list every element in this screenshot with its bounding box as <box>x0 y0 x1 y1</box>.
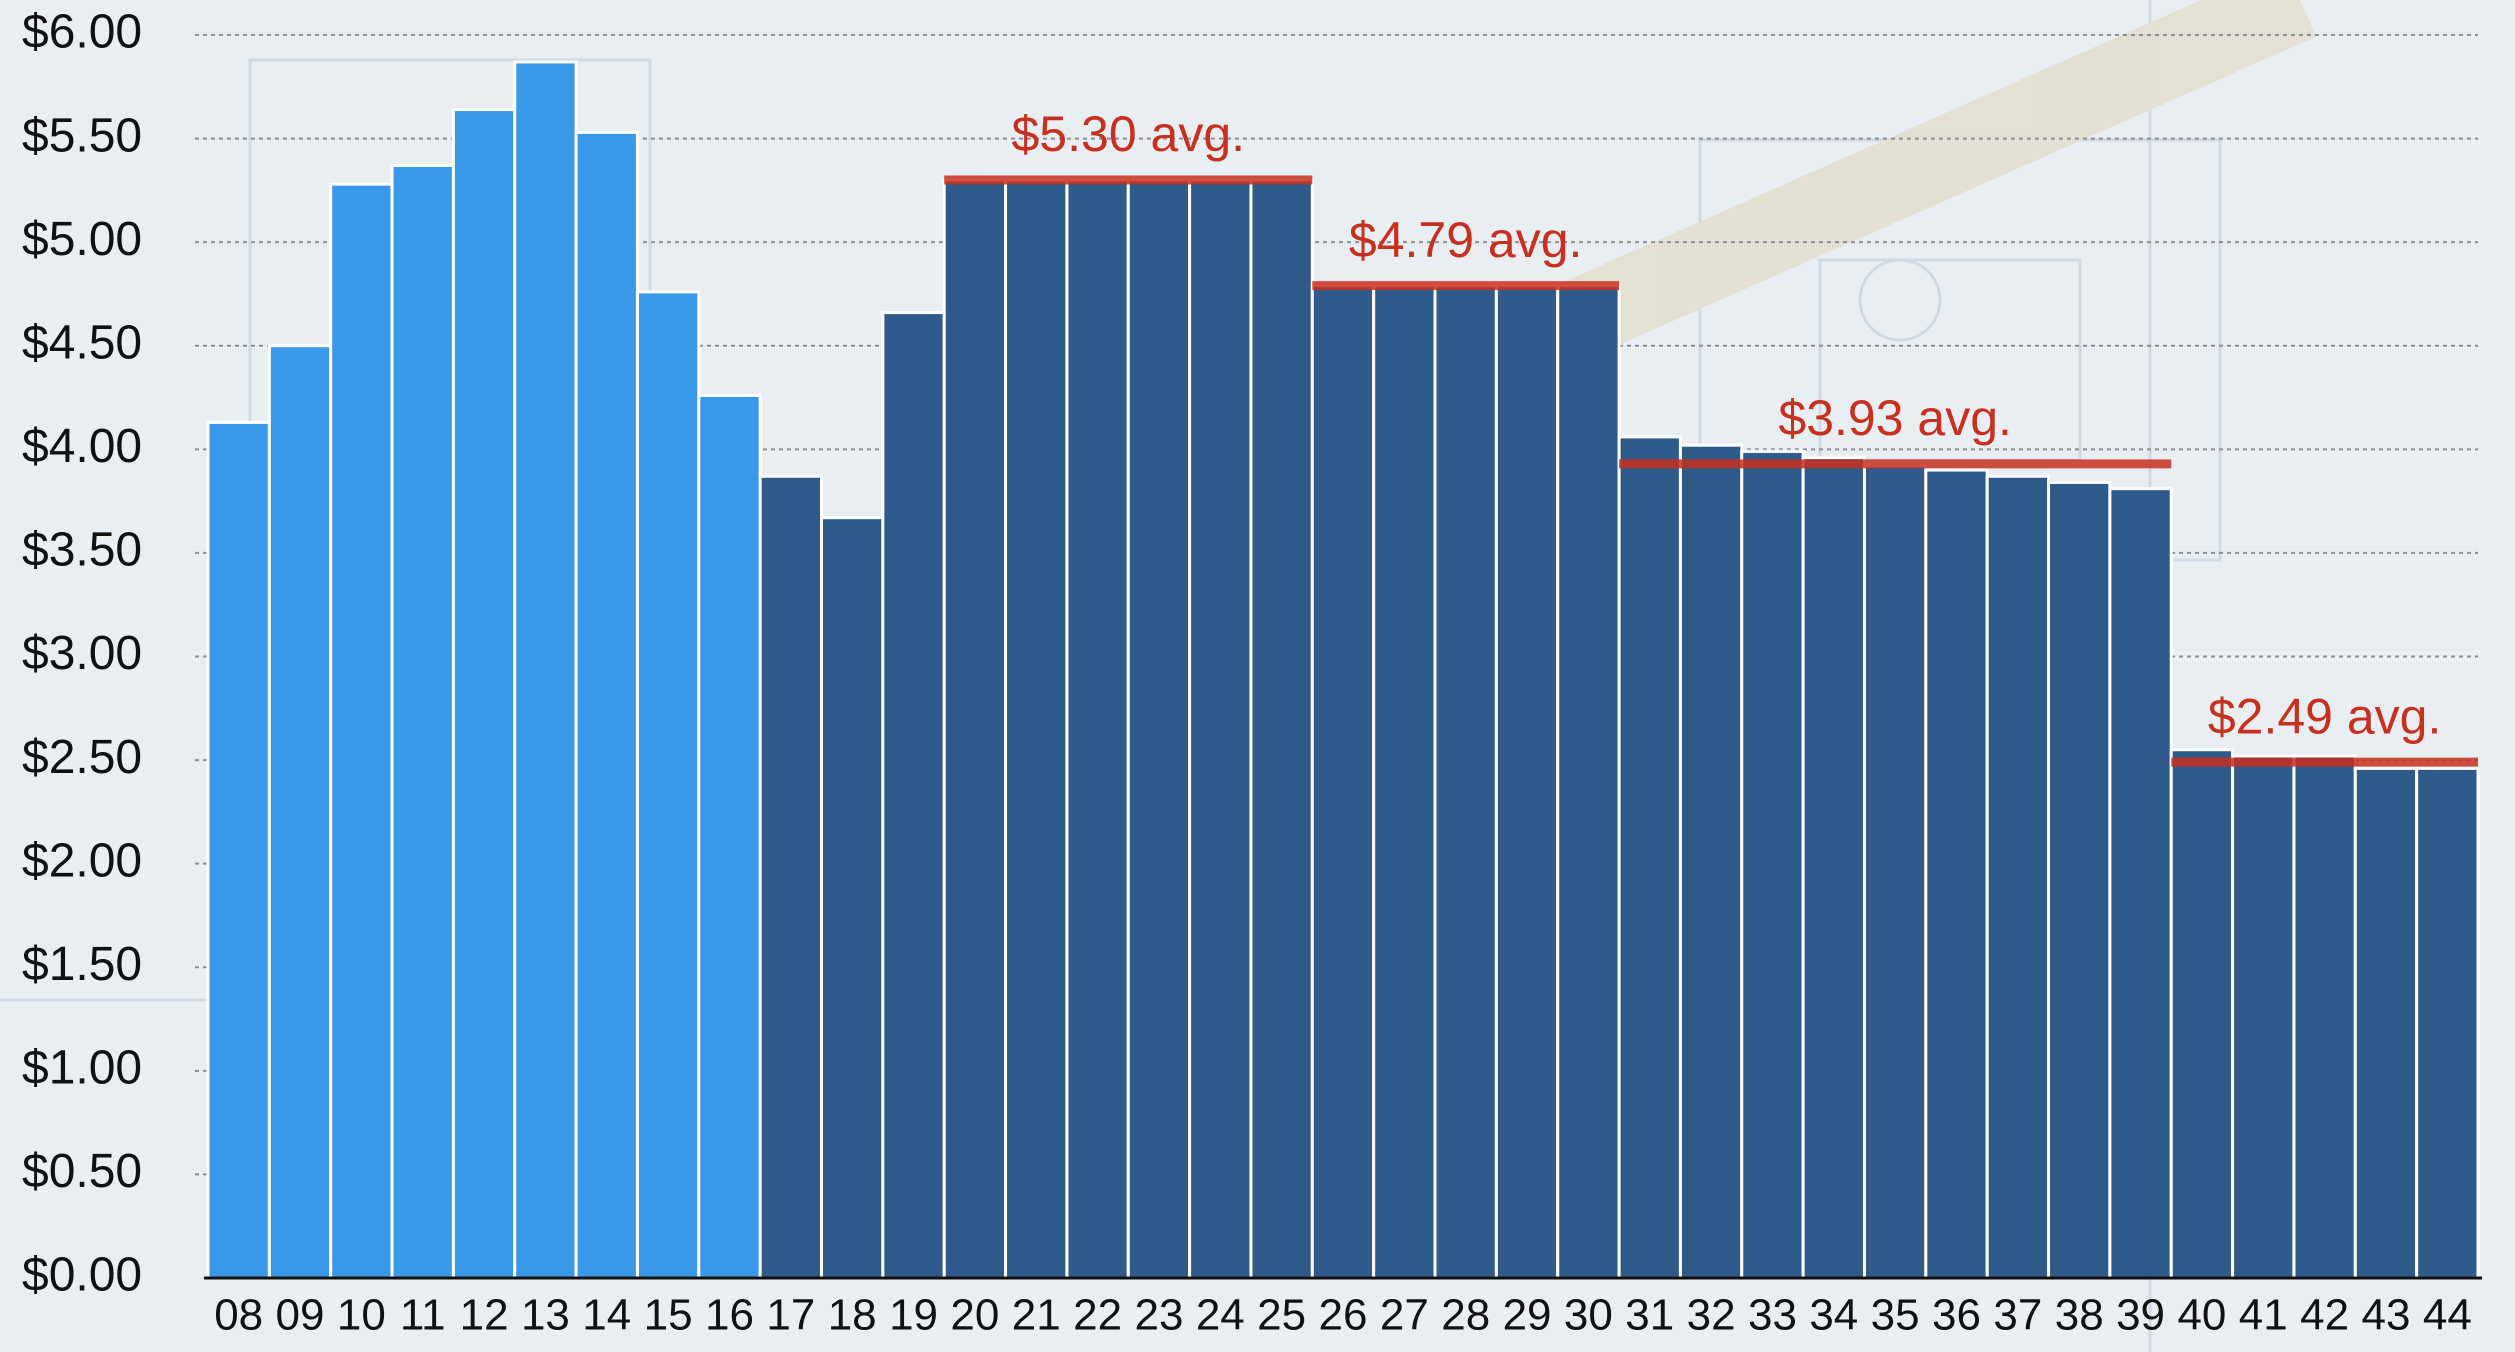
bar <box>1926 470 1987 1278</box>
x-tick-label: 44 <box>2423 1291 2472 1340</box>
bar <box>1251 180 1312 1278</box>
x-tick-label: 41 <box>2239 1291 2288 1340</box>
x-tick-label: 38 <box>2055 1291 2104 1340</box>
bar <box>576 132 637 1278</box>
x-tick-label: 09 <box>276 1291 325 1340</box>
x-tick-label: 32 <box>1687 1291 1736 1340</box>
y-tick-label: $4.00 <box>22 420 142 473</box>
x-tick-label: 23 <box>1134 1291 1183 1340</box>
y-tick-label: $1.50 <box>22 938 142 991</box>
average-label: $5.30 avg. <box>1012 106 1246 162</box>
x-tick-label: 25 <box>1257 1291 1306 1340</box>
bar <box>699 395 760 1278</box>
x-tick-label: 28 <box>1441 1291 1490 1340</box>
x-tick-label: 34 <box>1809 1291 1858 1340</box>
x-tick-label: 40 <box>2177 1291 2226 1340</box>
x-tick-label: 43 <box>2361 1291 2410 1340</box>
bar <box>1987 476 2048 1278</box>
x-tick-label: 30 <box>1564 1291 1613 1340</box>
bar <box>2171 750 2232 1278</box>
y-tick-label: $2.50 <box>22 731 142 784</box>
bar <box>2110 489 2171 1278</box>
x-tick-label: 21 <box>1012 1291 1061 1340</box>
x-tick-label: 37 <box>1993 1291 2042 1340</box>
x-tick-label: 08 <box>214 1291 263 1340</box>
average-label: $2.49 avg. <box>2208 688 2442 744</box>
bar <box>208 422 269 1278</box>
bar <box>1312 286 1373 1278</box>
bar <box>2355 768 2416 1278</box>
bar <box>1742 451 1803 1278</box>
y-tick-label: $1.00 <box>22 1042 142 1095</box>
bar <box>1435 286 1496 1278</box>
x-tick-label: 14 <box>582 1291 631 1340</box>
bar <box>2233 756 2294 1278</box>
bar <box>2417 768 2478 1278</box>
bar <box>1374 286 1435 1278</box>
x-tick-label: 17 <box>766 1291 815 1340</box>
bar <box>822 518 883 1278</box>
x-tick-label: 16 <box>705 1291 754 1340</box>
bar <box>392 166 453 1278</box>
bar <box>1680 445 1741 1278</box>
y-tick-label: $6.00 <box>22 6 142 59</box>
bar <box>1496 286 1557 1278</box>
x-tick-label: 27 <box>1380 1291 1429 1340</box>
bar <box>883 313 944 1278</box>
x-tick-label: 24 <box>1196 1291 1245 1340</box>
average-label: $4.79 avg. <box>1349 212 1583 268</box>
bar <box>1128 180 1189 1278</box>
y-tick-label: $0.50 <box>22 1145 142 1198</box>
bar <box>944 180 1005 1278</box>
bar <box>1803 458 1864 1278</box>
bar <box>1006 180 1067 1278</box>
y-tick-label: $3.50 <box>22 524 142 577</box>
bar <box>1619 437 1680 1278</box>
x-tick-label: 20 <box>950 1291 999 1340</box>
y-tick-label: $4.50 <box>22 316 142 369</box>
average-label: $3.93 avg. <box>1778 390 2012 446</box>
x-tick-label: 13 <box>521 1291 570 1340</box>
x-tick-label: 33 <box>1748 1291 1797 1340</box>
x-tick-label: 35 <box>1871 1291 1920 1340</box>
x-tick-label: 29 <box>1503 1291 1552 1340</box>
y-tick-label: $2.00 <box>22 834 142 887</box>
bar <box>515 62 576 1278</box>
y-tick-label: $3.00 <box>22 627 142 680</box>
x-tick-label: 36 <box>1932 1291 1981 1340</box>
x-tick-label: 10 <box>337 1291 386 1340</box>
bar <box>269 346 330 1278</box>
bar <box>2294 756 2355 1278</box>
bar <box>1864 466 1925 1278</box>
chart: $0.00 $0.50 $1.00 $1.50 $2.00 $2.50 $3.00 $3.50… <box>0 0 2515 1352</box>
x-tick-label: 42 <box>2300 1291 2349 1340</box>
y-tick-label: $5.00 <box>22 213 142 266</box>
x-tick-label: 22 <box>1073 1291 1122 1340</box>
bar <box>1190 180 1251 1278</box>
x-tick-label: 11 <box>400 1291 446 1340</box>
x-tick-label: 15 <box>644 1291 693 1340</box>
x-tick-label: 39 <box>2116 1291 2165 1340</box>
bar <box>760 476 821 1278</box>
x-tick-label: 18 <box>828 1291 877 1340</box>
x-tick-label: 12 <box>460 1291 509 1340</box>
x-tick-label: 26 <box>1319 1291 1368 1340</box>
x-tick-label: 19 <box>889 1291 938 1340</box>
bar <box>1558 286 1619 1278</box>
y-tick-label: $5.50 <box>22 109 142 162</box>
bar <box>453 110 514 1278</box>
bar <box>637 292 698 1278</box>
x-tick-label: 31 <box>1625 1291 1674 1340</box>
y-tick-label: $0.00 <box>22 1249 142 1302</box>
bar <box>2049 482 2110 1278</box>
bar <box>331 184 392 1278</box>
bar <box>1067 180 1128 1278</box>
